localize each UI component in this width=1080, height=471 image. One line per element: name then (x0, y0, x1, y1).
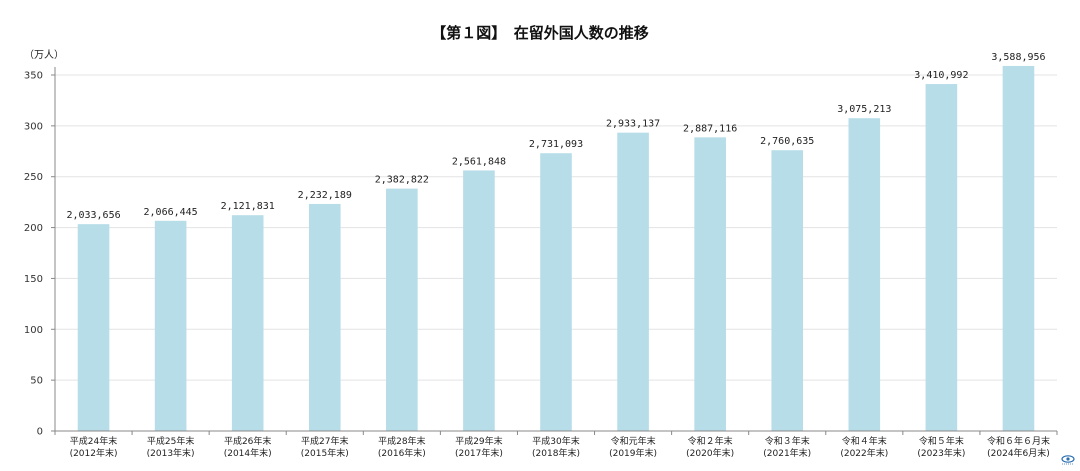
axes: 0 50 100 150 200 250 300 350 (24, 67, 1058, 438)
data-label: 2,033,656 (66, 210, 120, 221)
y-tick-label: 0 (37, 427, 43, 438)
x-tick-sublabel: (2015年末) (301, 447, 349, 459)
bar (771, 150, 804, 431)
x-tick-label: 平成29年末 (455, 435, 502, 447)
bar (77, 224, 110, 431)
bar (308, 203, 341, 431)
data-label: 3,075,213 (837, 104, 891, 115)
bar (925, 84, 958, 432)
bar (540, 153, 572, 431)
x-tick-label: 令和５年末 (919, 435, 964, 447)
x-tick-label: 平成28年末 (378, 435, 425, 447)
y-tick-label: 100 (24, 325, 43, 336)
x-tick-sublabel: (2022年末) (840, 447, 888, 459)
data-label: 2,933,137 (606, 119, 660, 130)
x-tick-label: 平成30年末 (532, 435, 579, 447)
bar (463, 170, 495, 431)
data-label: 2,887,116 (683, 123, 737, 134)
data-label: 3,588,956 (991, 52, 1045, 63)
data-label: 2,760,635 (760, 136, 814, 147)
x-tick-label: 平成27年末 (301, 435, 348, 447)
bar (231, 215, 264, 431)
data-label: 2,066,445 (144, 207, 198, 218)
x-tick-label: 令和元年末 (611, 435, 656, 447)
x-tick-label: 令和３年末 (765, 435, 810, 447)
x-tick-label: 平成25年末 (147, 435, 194, 447)
y-tick-label: 350 (24, 71, 43, 82)
x-tick-label: 令和４年末 (842, 435, 887, 447)
data-label: 2,561,848 (452, 156, 506, 167)
bar (386, 188, 418, 431)
x-tick-sublabel: (2016年末) (378, 447, 426, 459)
x-tick-label: 平成24年末 (70, 435, 117, 447)
x-axis-labels: 平成24年末(2012年末) 平成25年末(2013年末) 平成26年末(2014年… (70, 435, 1050, 459)
data-label: 2,232,189 (298, 190, 352, 201)
y-tick-label: 250 (24, 172, 43, 183)
x-tick-sublabel: (2024年6月末) (987, 447, 1050, 459)
x-tick-sublabel: (2017年末) (455, 447, 503, 459)
x-tick-sublabel: (2012年末) (70, 447, 118, 459)
data-label: 2,382,822 (375, 175, 429, 186)
x-tick-sublabel: (2014年末) (224, 447, 272, 459)
x-tick-sublabel: (2023年末) (917, 447, 965, 459)
x-tick-label: 令和２年末 (688, 435, 733, 447)
data-labels: 2,033,656 2,066,445 2,121,831 2,232,189 2,38… (66, 52, 1045, 221)
data-label: 3,410,992 (914, 70, 968, 81)
x-tick-sublabel: (2019年末) (609, 447, 657, 459)
y-tick-label: 150 (24, 274, 43, 285)
x-tick-sublabel: (2013年末) (147, 447, 195, 459)
bar (694, 137, 726, 432)
data-label: 2,731,093 (529, 139, 583, 150)
bar (848, 118, 881, 431)
y-tick-label: 200 (24, 223, 43, 234)
bar (1002, 65, 1035, 431)
bars (77, 65, 1035, 432)
data-label: 2,121,831 (221, 201, 275, 212)
y-tick-label: 300 (24, 121, 43, 132)
x-tick-sublabel: (2021年末) (763, 447, 811, 459)
x-tick-sublabel: (2020年末) (686, 447, 734, 459)
y-axis-unit-label: （万人） (24, 49, 64, 61)
x-tick-label: 令和６年６月末 (987, 435, 1050, 447)
logo-icon (1061, 455, 1075, 465)
x-tick-sublabel: (2018年末) (532, 447, 580, 459)
x-tick-label: 平成26年末 (224, 435, 271, 447)
bar (617, 132, 649, 431)
y-tick-label: 50 (30, 376, 43, 387)
bar (154, 220, 187, 431)
chart-title: 【第１図】 在留外国人数の推移 (431, 24, 649, 42)
